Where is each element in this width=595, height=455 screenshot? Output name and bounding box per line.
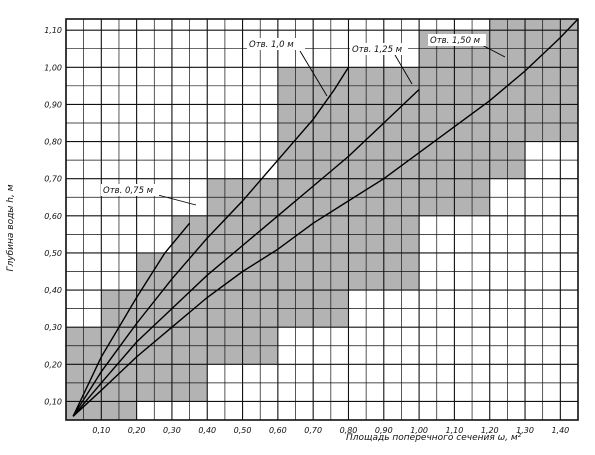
series-label: Отв. 1,25 м <box>352 45 403 55</box>
y-tick-label: 0,10 <box>44 397 62 406</box>
series-layer <box>72 18 579 417</box>
tick-layer: 0,10 0,20 0,30 0,40 0,50 0,60 0,70 0,80 0,90 1,00… <box>44 26 569 435</box>
series-label-bg <box>101 184 159 196</box>
y-tick-label: 0,60 <box>44 212 62 221</box>
series-label-leader <box>299 50 328 97</box>
y-tick-label: 0,30 <box>44 323 62 332</box>
x-tick-label: 0,20 <box>128 426 146 435</box>
series-label: Отв. 1,50 м <box>430 36 481 46</box>
x-tick-label: 0,60 <box>269 426 287 435</box>
y-tick-label: 0,50 <box>44 249 62 258</box>
x-tick-label: 1,00 <box>410 426 428 435</box>
series-label-bg <box>428 34 486 46</box>
shaded-band-layer <box>66 19 578 420</box>
x-tick-label: 1,20 <box>481 426 499 435</box>
series-line <box>72 222 191 417</box>
series-label-bg <box>247 38 305 50</box>
x-tick-label: 0,40 <box>198 426 216 435</box>
x-tick-label: 1,30 <box>516 426 534 435</box>
grid-layer <box>65 18 579 421</box>
y-axis-label: Глубина воды h, м <box>6 184 16 271</box>
y-tick-label: 0,80 <box>44 138 62 147</box>
series-line <box>72 18 579 417</box>
x-tick-label: 0,90 <box>375 426 393 435</box>
y-tick-label: 1,10 <box>44 26 62 35</box>
label-layer: Отв. 0,75 м Отв. 1,0 м Отв. 1,25 м Отв. 1,5… <box>101 34 506 206</box>
y-tick-label: 0,70 <box>44 175 62 184</box>
x-tick-label: 1,10 <box>446 426 464 435</box>
x-tick-label: 0,70 <box>304 426 322 435</box>
series-label-leader <box>394 54 413 85</box>
x-tick-label: 1,40 <box>551 426 569 435</box>
plot-frame <box>65 18 579 421</box>
x-tick-label: 0,30 <box>163 426 181 435</box>
series-label-leader <box>479 43 506 58</box>
y-tick-label: 0,90 <box>44 100 62 109</box>
y-tick-label: 1,00 <box>44 63 62 72</box>
series-label-leader <box>157 194 197 206</box>
x-tick-label: 0,80 <box>340 426 358 435</box>
x-tick-label: 0,10 <box>92 426 110 435</box>
y-tick-label: 0,40 <box>44 286 62 295</box>
series-line <box>72 88 420 417</box>
series-line <box>72 66 350 417</box>
y-tick-label: 0,20 <box>44 360 62 369</box>
series-label: Отв. 1,0 м <box>249 40 294 50</box>
shaded-cell <box>525 19 578 142</box>
x-axis-label: Площадь поперечного сечения ω, м² <box>346 433 522 443</box>
series-label: Отв. 0,75 м <box>103 186 154 196</box>
x-tick-label: 0,50 <box>234 426 252 435</box>
series-label-bg <box>350 43 408 55</box>
